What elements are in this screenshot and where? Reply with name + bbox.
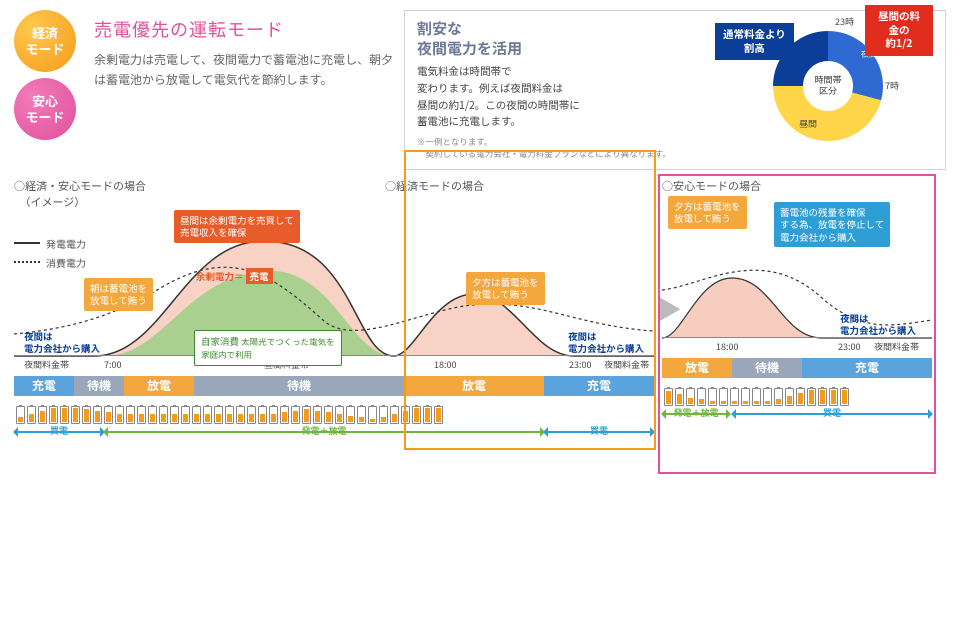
pie-center-label: 時間帯区分 xyxy=(803,61,853,111)
rate-pie-chart: 時間帯区分 23時 7時 夜間 昼間 通常料金より割高 昼間の料金の約1/2 xyxy=(723,19,933,149)
chart-anshin-title: ○安心モードの場合 xyxy=(662,178,932,194)
headline-title: 売電優先の運転モード xyxy=(94,16,404,42)
chart-economy-anshin: ○経済・安心モードの場合 （イメージ） 発電電力 消費電力 ○経済モードの場合 … xyxy=(14,178,654,442)
pie-hour-23: 23時 xyxy=(835,15,854,28)
pie-callout-cheap: 昼間の料金の約1/2 xyxy=(865,5,933,56)
mode-anshin-badge: 安心モード xyxy=(14,78,76,140)
headline-body: 余剰電力は売電して、夜間電力で蓄電池に充電し、朝夕は蓄電池から放電して電気代を節… xyxy=(94,50,404,91)
rate-note: ※一例となります。 契約している電力会社・電力料金プランなどにより異なります。 xyxy=(417,137,723,161)
chart-anshin-detail: ○安心モードの場合 18:0023:00夜間料金帯 放電待機充電 夕方は蓄電池を… xyxy=(662,178,932,442)
chart-main-title: ○経済・安心モードの場合 （イメージ） xyxy=(14,178,146,210)
pie-slice-day: 昼間 xyxy=(799,117,817,130)
rate-info-box: 割安な夜間電力を活用 電気料金は時間帯で変わります。例えば夜間料金は昼間の約1/… xyxy=(404,10,946,170)
rate-body: 電気料金は時間帯で変わります。例えば夜間料金は昼間の約1/2。この夜間の時間帯に… xyxy=(417,64,723,131)
rate-title: 割安な夜間電力を活用 xyxy=(417,19,723,58)
mode-eco-badge: 経済モード xyxy=(14,10,76,72)
pie-callout-expensive: 通常料金より割高 xyxy=(715,23,794,60)
pie-hour-7: 7時 xyxy=(885,79,899,92)
